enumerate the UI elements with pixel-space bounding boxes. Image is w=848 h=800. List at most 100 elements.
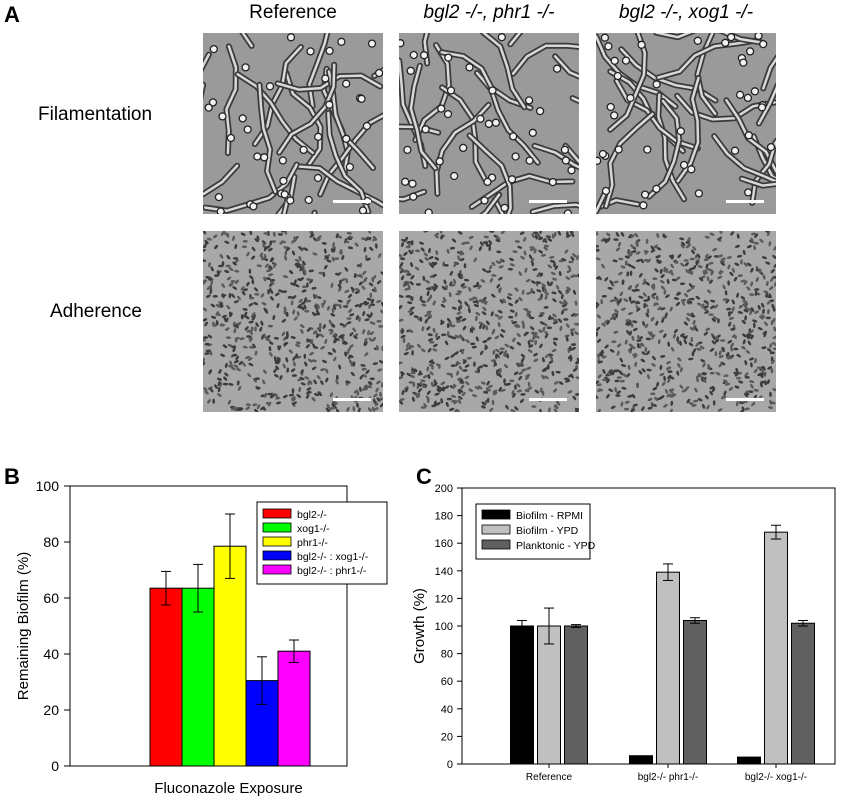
adhered-cell xyxy=(630,265,636,269)
adhered-cell xyxy=(720,261,726,266)
adhered-cell xyxy=(426,290,430,297)
adhered-cell xyxy=(744,315,747,321)
adhered-cell xyxy=(487,384,493,389)
adhered-cell xyxy=(489,264,493,270)
adhered-cell xyxy=(614,379,620,383)
adhered-cell xyxy=(733,276,738,282)
adhered-cell xyxy=(295,341,301,345)
adhered-cell xyxy=(551,291,557,295)
adhered-cell xyxy=(345,278,349,284)
adhered-cell xyxy=(369,377,375,381)
adhered-cell xyxy=(268,247,273,252)
adhered-cell xyxy=(600,299,604,305)
yeast-cell xyxy=(652,80,661,89)
adhered-cell xyxy=(376,397,381,402)
adhered-cell xyxy=(468,286,472,292)
adhered-cell xyxy=(641,351,646,356)
adhered-cell xyxy=(232,235,235,241)
yeast-cell xyxy=(419,51,429,60)
adhered-cell xyxy=(709,348,715,352)
adhered-cell xyxy=(300,328,304,334)
adhered-cell xyxy=(752,319,758,323)
adhered-cell xyxy=(473,257,477,263)
yeast-cell xyxy=(750,87,760,96)
adhered-cell xyxy=(263,257,269,262)
y-tick-label: 160 xyxy=(435,538,453,550)
adhered-cell xyxy=(616,350,620,356)
adhered-cell xyxy=(537,297,543,301)
y-tick-label: 100 xyxy=(435,621,453,633)
adhered-cell xyxy=(248,268,252,274)
adhered-cell xyxy=(510,409,516,412)
adhered-cell xyxy=(434,332,438,338)
adhered-cell xyxy=(353,273,357,279)
yeast-cell xyxy=(437,104,446,113)
adhered-cell xyxy=(609,316,615,321)
adhered-cell xyxy=(456,370,460,376)
adhered-cell xyxy=(251,255,256,260)
adhered-cell xyxy=(746,334,750,340)
adhered-cell xyxy=(356,390,360,396)
adhered-cell xyxy=(640,258,644,264)
adhered-cell xyxy=(277,356,281,362)
adhered-cell xyxy=(463,263,467,269)
yeast-cell xyxy=(524,96,534,105)
adhered-cell xyxy=(333,401,338,405)
adhered-cell xyxy=(679,282,686,286)
adhered-cell xyxy=(627,364,631,370)
adhered-cell xyxy=(341,255,345,260)
adhered-cell xyxy=(642,320,646,327)
adhered-cell xyxy=(339,249,343,255)
adhered-cell xyxy=(647,374,650,380)
adhered-cell xyxy=(596,331,599,337)
adhered-cell xyxy=(492,328,496,334)
adhered-cell xyxy=(604,344,609,349)
adhered-cell xyxy=(613,298,619,302)
adhered-cell xyxy=(499,259,503,264)
adhered-cell xyxy=(727,311,733,314)
yeast-cell xyxy=(424,208,433,214)
adhered-cell xyxy=(346,321,352,325)
adhered-cell xyxy=(676,336,679,342)
adhered-cell xyxy=(602,378,608,382)
adhered-cell xyxy=(750,362,753,368)
adhered-cell xyxy=(754,310,759,314)
adhered-cell xyxy=(604,277,609,282)
adhered-cell xyxy=(460,250,465,256)
adhered-cell xyxy=(263,232,269,235)
adhered-cell xyxy=(524,389,530,393)
adhered-cell xyxy=(772,317,776,323)
adhered-cell xyxy=(210,303,216,308)
adhered-cell xyxy=(514,384,517,390)
adhered-cell xyxy=(708,261,714,265)
adhered-cell xyxy=(773,326,776,332)
adhered-cell xyxy=(278,289,284,293)
adhered-cell xyxy=(273,368,277,374)
adhered-cell xyxy=(331,323,336,328)
adhered-cell xyxy=(609,280,614,285)
yeast-cell xyxy=(278,156,288,165)
adhered-cell xyxy=(750,281,754,287)
yeast-cell xyxy=(563,209,573,214)
adhered-cell xyxy=(566,269,572,273)
adhered-cell xyxy=(379,391,382,398)
adhered-cell xyxy=(281,331,286,337)
adhered-cell xyxy=(529,326,535,331)
adhered-cell xyxy=(446,322,450,329)
adhered-cell xyxy=(282,394,288,399)
adhered-cell xyxy=(711,340,716,345)
adhered-cell xyxy=(473,361,476,367)
adhered-cell xyxy=(464,301,468,306)
adhered-cell xyxy=(246,251,250,257)
adhered-cell xyxy=(637,335,641,340)
adhered-cell xyxy=(299,277,304,282)
column-header-bgl2-xog1: bgl2 -/-, xog1 -/- xyxy=(618,2,754,23)
adhered-cell xyxy=(567,354,572,360)
adhered-cell xyxy=(763,290,769,294)
adhered-cell xyxy=(544,333,549,339)
yeast-cell xyxy=(693,36,702,45)
adhered-cell xyxy=(216,377,222,381)
adhered-cell xyxy=(445,285,448,291)
adhered-cell xyxy=(269,280,275,285)
